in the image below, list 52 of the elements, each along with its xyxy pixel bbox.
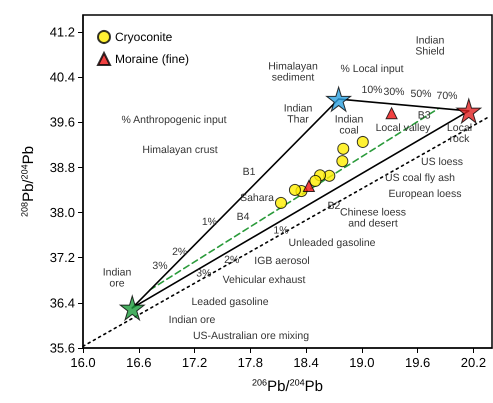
y-tick-label: 39.6: [50, 114, 75, 130]
annotation: 50%: [410, 88, 432, 100]
annotation: Indian Thar: [284, 102, 312, 126]
x-tick-label: 19.0: [349, 355, 375, 370]
annotation: Sahara: [240, 192, 274, 204]
annotation: 2%: [224, 254, 240, 266]
x-tick-label: 16.6: [126, 355, 152, 370]
annotation: % Anthropogenic input: [121, 114, 227, 126]
annotation: Himalayan sediment: [268, 60, 318, 84]
annotation: European loess: [388, 188, 462, 200]
annotation: US loess: [420, 156, 464, 168]
annotation: Indian coal: [334, 114, 364, 136]
legend-label: Moraine (fine): [115, 52, 190, 66]
annotation: Indian ore: [102, 266, 132, 290]
annotation: Chinese loess and desert: [340, 206, 406, 230]
annotation: 70%: [436, 90, 458, 102]
annotation: 10%: [361, 84, 383, 96]
x-tick-label: 18.4: [293, 355, 319, 370]
annotation: B4: [236, 211, 250, 223]
y-tick-label: 41.2: [50, 24, 75, 40]
y-tick-label: 37.2: [50, 250, 75, 266]
annotation: Vehicular exhaust: [222, 274, 306, 286]
annotation: 3%: [152, 260, 168, 272]
legend-label: Cryoconite: [115, 30, 173, 44]
annotation: 1%: [202, 216, 218, 228]
annotation: 30%: [383, 86, 405, 98]
x-tick-label: 16.0: [70, 355, 96, 370]
annotation: B2: [328, 200, 341, 212]
annotation: 3%: [196, 268, 212, 280]
y-tick-label: 38.0: [50, 205, 75, 220]
y-tick-label: 38.8: [50, 160, 75, 175]
annotation: Indian Shield: [415, 34, 445, 58]
x-tick-label: 17.8: [238, 355, 263, 370]
y-axis-title: 208Pb/204Pb: [20, 146, 37, 217]
y-tick-label: 36.4: [50, 295, 75, 310]
annotation: IGB aerosol: [254, 255, 310, 267]
annotation: US coal fly ash: [384, 172, 456, 184]
annotation: % Local input: [340, 63, 404, 75]
annotation: 1%: [273, 224, 289, 237]
annotation: Local rock: [446, 122, 472, 146]
annotation: US-Australian ore mixing: [192, 330, 310, 342]
annotation: Unleaded gasoline: [288, 237, 376, 249]
x-tick-label: 19.6: [404, 355, 430, 370]
x-tick-label: 20.2: [460, 355, 486, 370]
annotation: B1: [242, 166, 256, 178]
y-tick-label: 35.6: [50, 340, 75, 356]
annotation: Himalayan crust: [142, 144, 218, 156]
y-tick-label: 40.4: [50, 70, 75, 85]
annotation: Indian ore: [168, 314, 216, 326]
x-tick-label: 17.2: [182, 355, 208, 370]
annotation: Leaded gasoline: [191, 296, 269, 308]
annotation: 2%: [172, 246, 188, 258]
